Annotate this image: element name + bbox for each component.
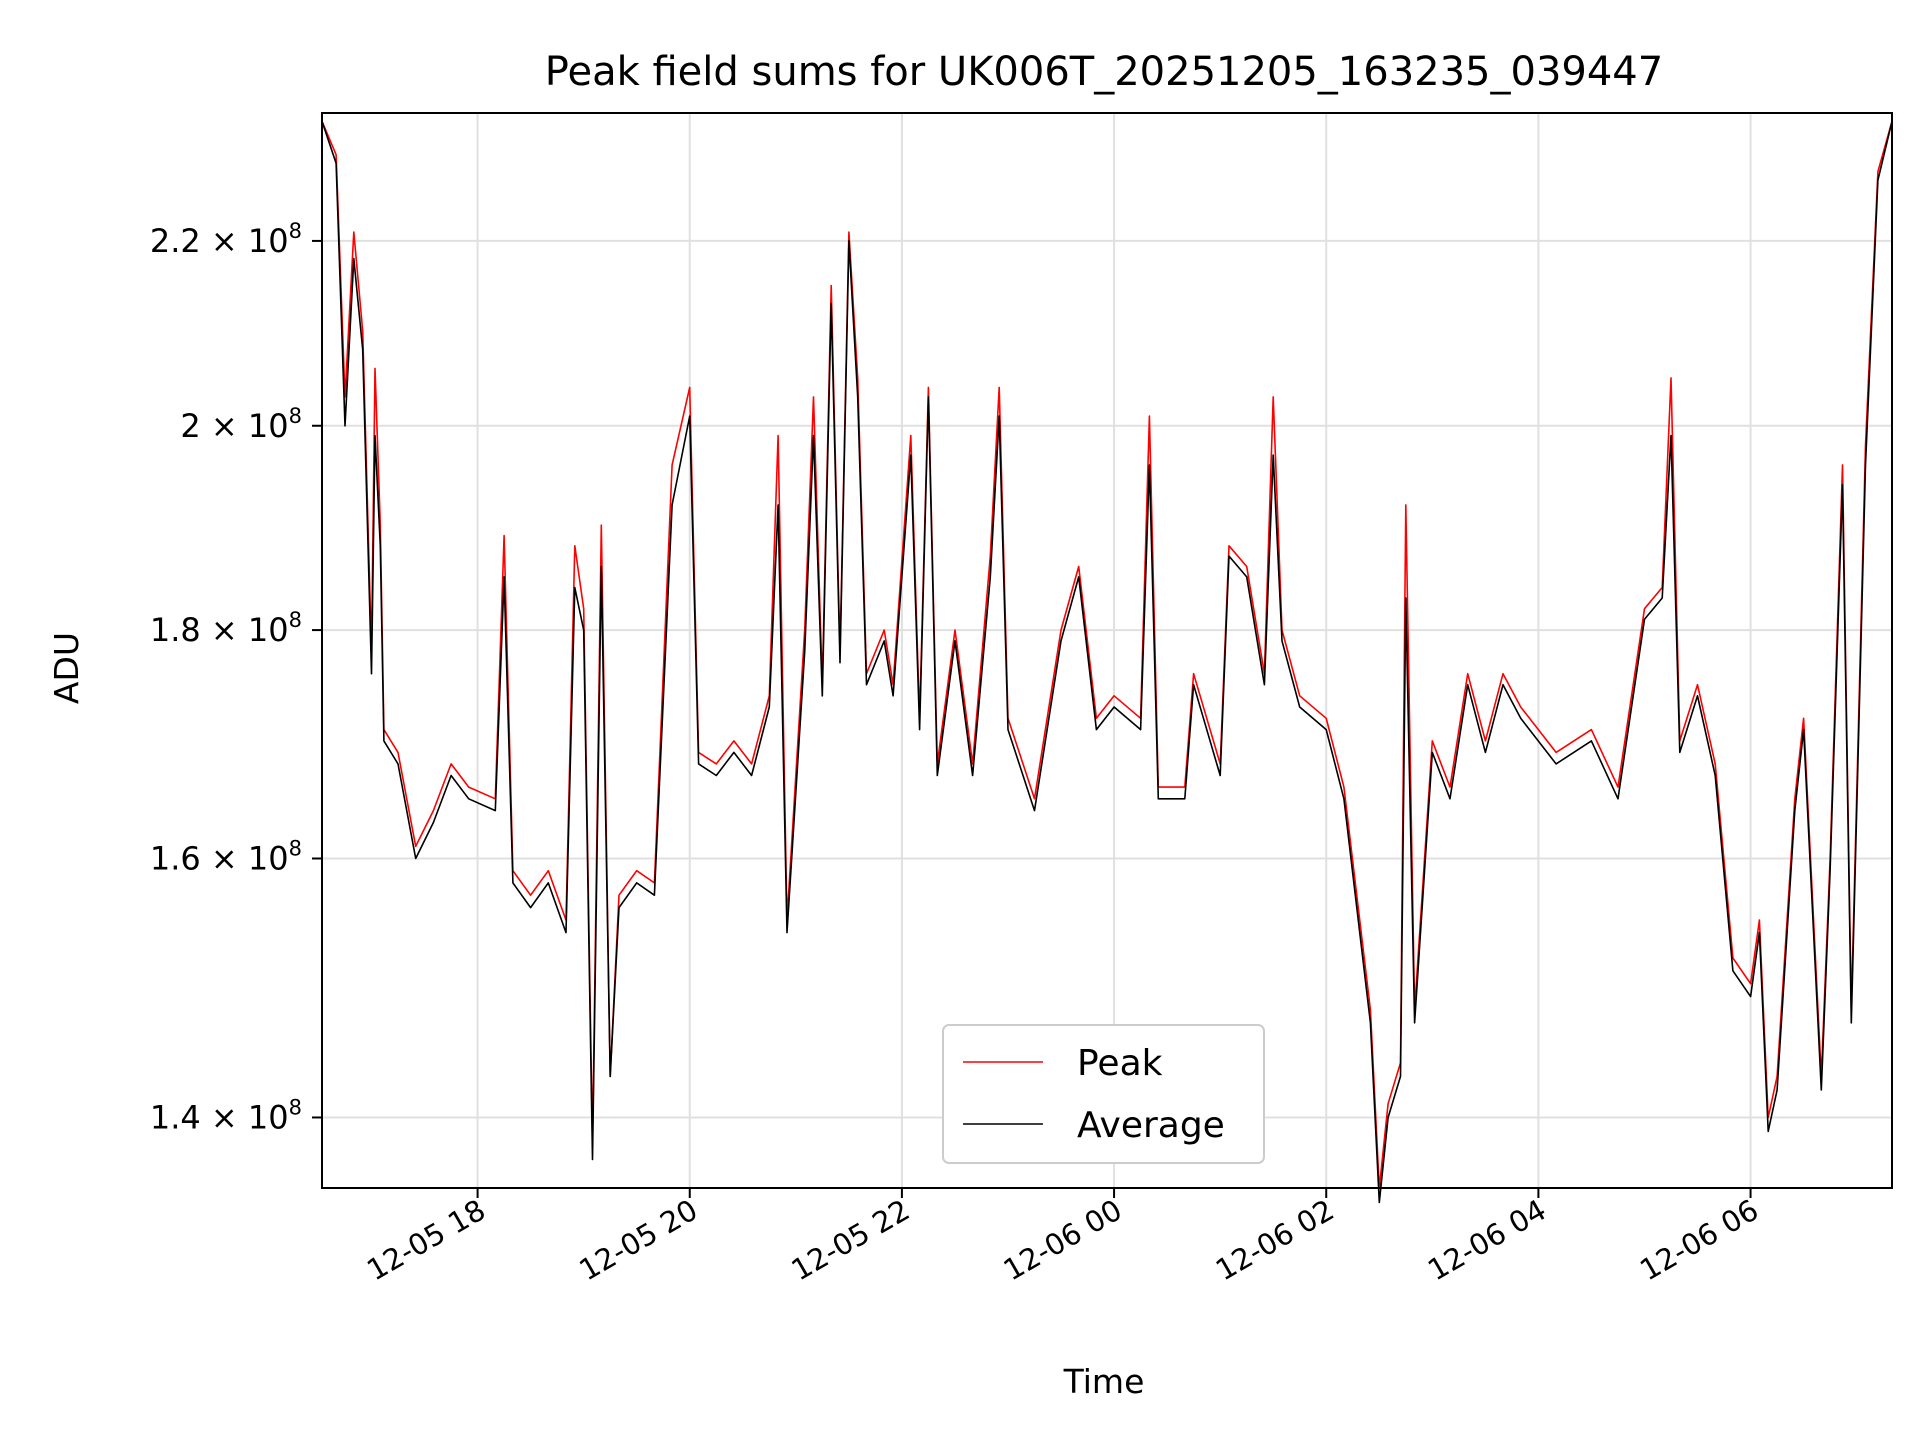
y-axis: 1.4 × 108 1.6 × 108 1.8 × 108 2 × 108 2.2 × … (150, 219, 322, 1136)
y-tick-label: 2.2 × 108 (150, 219, 302, 260)
series-layer (321, 120, 1893, 1204)
grid (322, 113, 1892, 1188)
plot-frame (321, 112, 1893, 1189)
legend-label-average: Average (1077, 1105, 1225, 1146)
series-line-average (321, 121, 1893, 1204)
legend: Peak Average (942, 1024, 1265, 1164)
y-tick-label: 1.6 × 108 (150, 837, 302, 878)
legend-box (942, 1024, 1265, 1164)
y-axis-label: ADU (47, 632, 86, 704)
y-tick-label: 1.8 × 108 (150, 608, 302, 649)
chart-title: Peak field sums for UK006T_20251205_1632… (545, 49, 1663, 95)
y-tick-label: 1.4 × 108 (150, 1095, 302, 1136)
y-tick-label: 2 × 108 (180, 404, 302, 445)
x-axis-label: Time (1063, 1362, 1145, 1401)
legend-label-peak: Peak (1077, 1043, 1163, 1084)
